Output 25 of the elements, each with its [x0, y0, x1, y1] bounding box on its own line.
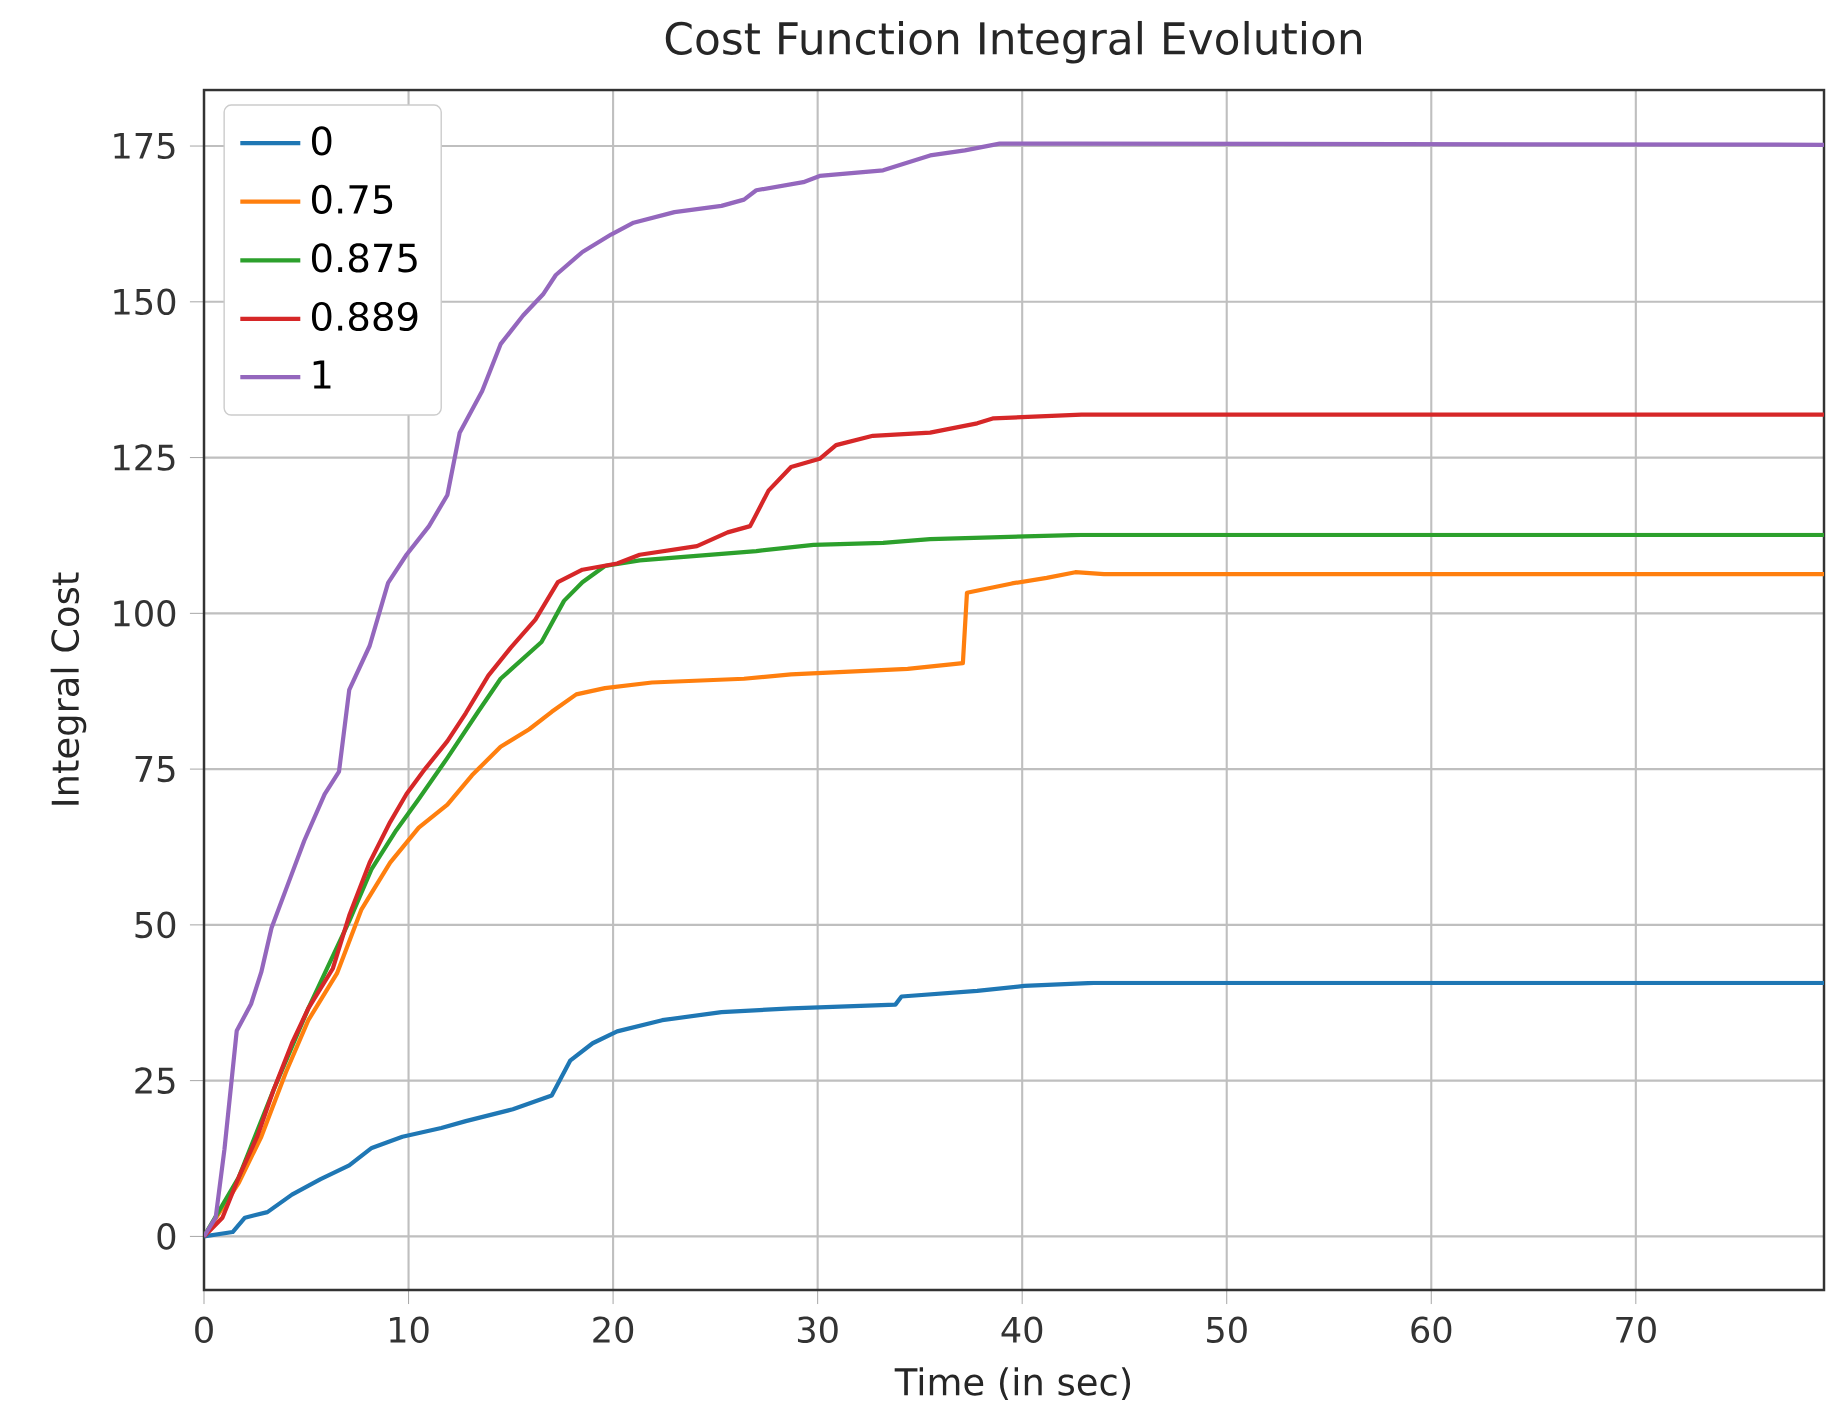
x-axis-title: Time (in sec) — [894, 1367, 1131, 1401]
x-tick-label: 20 — [593, 1316, 634, 1344]
y-axis-title: Integral Cost — [50, 572, 87, 805]
x-tick-label: 40 — [1001, 1316, 1043, 1344]
legend-label: 0.875 — [311, 243, 417, 273]
y-tick-label: 75 — [135, 756, 175, 783]
y-tick-label: 0 — [157, 1223, 176, 1250]
y-tick-label: 150 — [114, 288, 176, 316]
y-tick-label: 25 — [135, 1067, 175, 1094]
y-tick-label: 125 — [114, 444, 175, 471]
legend-label: 0.75 — [311, 184, 393, 214]
x-tick-label: 30 — [797, 1316, 838, 1344]
y-tick-label: 100 — [114, 600, 176, 627]
legend-label: 1 — [313, 360, 331, 389]
legend-label: 0 — [311, 126, 332, 156]
x-tick-label: 70 — [1616, 1316, 1656, 1344]
y-tick-label: 50 — [135, 911, 176, 939]
x-tick-label: 0 — [195, 1316, 213, 1344]
x-tick-label: 10 — [390, 1316, 429, 1344]
line-series — [204, 980, 1824, 1239]
x-tick-label: 50 — [1207, 1316, 1247, 1344]
chart-title: Cost Function Integral Evolution — [665, 20, 1361, 64]
y-tick-label: 175 — [114, 132, 175, 160]
x-tick-label: 60 — [1411, 1316, 1452, 1344]
legend-label: 0.889 — [311, 301, 418, 332]
